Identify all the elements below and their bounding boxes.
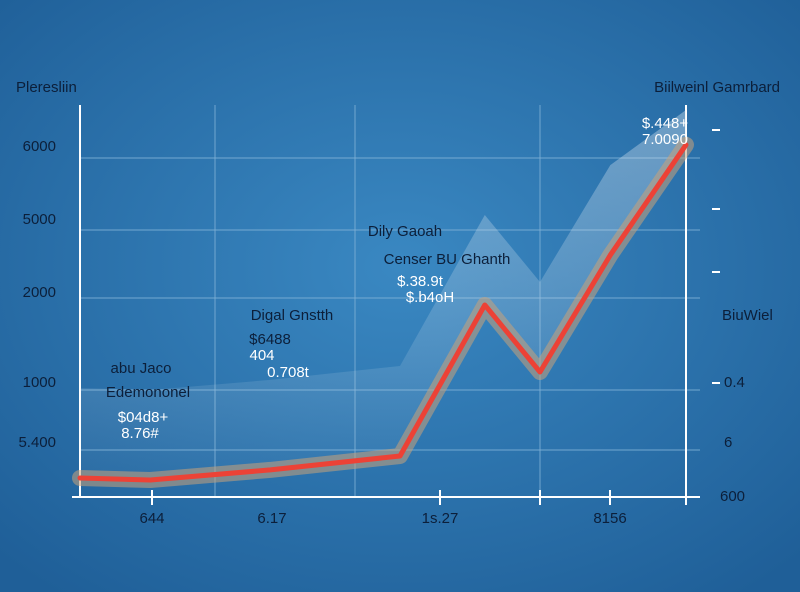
y-axis-label: 5.400 bbox=[18, 434, 56, 451]
annotation: $.38.9t bbox=[397, 273, 444, 290]
annotation: $04d8+ bbox=[118, 409, 169, 426]
right-axis-label: 0.4 bbox=[724, 374, 745, 391]
annotation: Dily Gaoah bbox=[368, 223, 442, 240]
x-axis-label: 644 bbox=[139, 510, 164, 527]
chart-subtitle: Biilweinl Gamrbard bbox=[654, 79, 780, 96]
x-axis-label: 1s.27 bbox=[422, 510, 459, 527]
annotation: 404 bbox=[249, 347, 274, 364]
annotation: 7.0090 bbox=[642, 131, 688, 148]
annotation: $.b4oH bbox=[406, 289, 454, 306]
chart-title: Pleresliin bbox=[16, 79, 77, 96]
right-axis-label: 6 bbox=[724, 434, 732, 451]
y-axis-label: 1000 bbox=[23, 374, 56, 391]
x-axis-label: 8156 bbox=[593, 510, 626, 527]
x-axis-label: 6.17 bbox=[257, 510, 286, 527]
annotation: Digal Gnstth bbox=[251, 307, 334, 324]
annotation: Edemononel bbox=[106, 384, 190, 401]
y-axis-label: 6000 bbox=[23, 138, 56, 155]
y-axis-label: 2000 bbox=[23, 284, 56, 301]
annotation: 0.708t bbox=[267, 364, 310, 381]
annotation: abu Jaco bbox=[111, 360, 172, 377]
annotation: $.448+ bbox=[642, 115, 689, 132]
line bbox=[77, 142, 689, 483]
glow-area bbox=[80, 110, 686, 480]
annotation: $6488 bbox=[249, 331, 291, 348]
annotation: Censer BU Ghanth bbox=[384, 251, 511, 268]
y-axis-label: 5000 bbox=[23, 211, 56, 228]
right-axis-label: BiuWiel bbox=[722, 307, 773, 324]
annotation: 8.76# bbox=[121, 425, 159, 442]
right-axis-label: 600 bbox=[720, 488, 745, 505]
